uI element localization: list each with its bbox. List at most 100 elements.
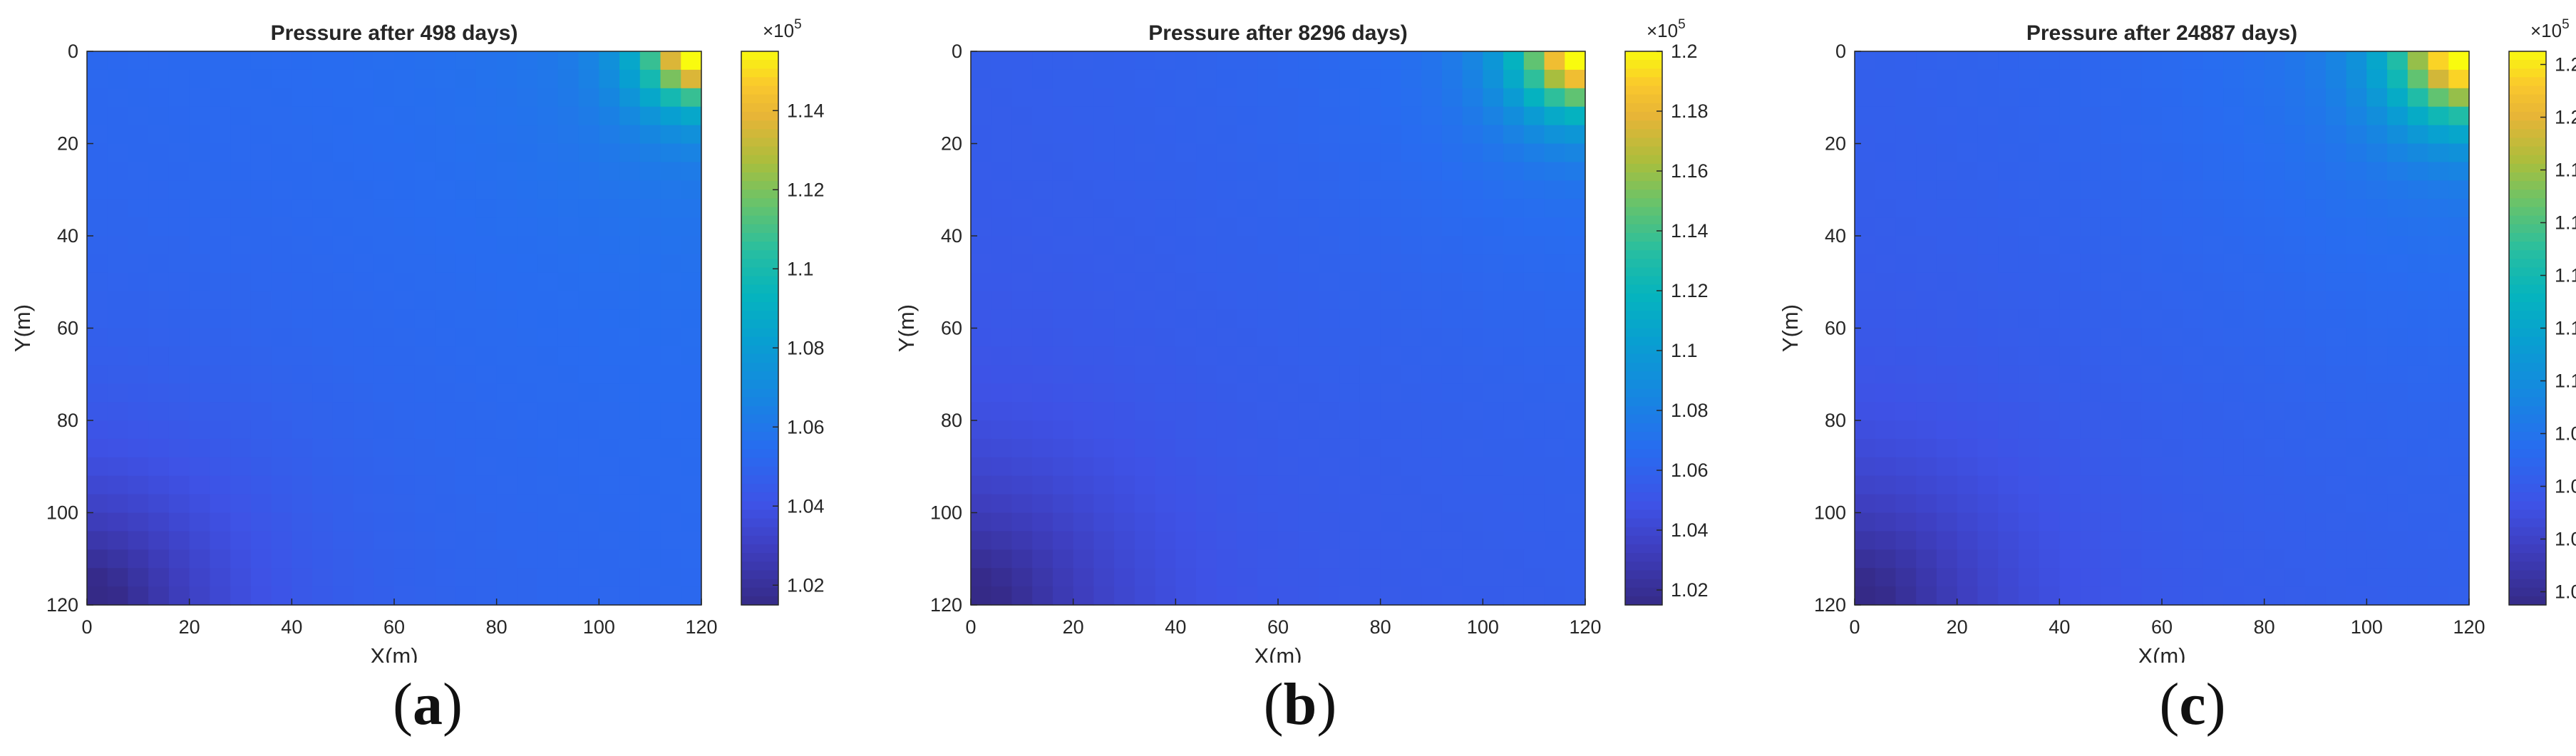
heatmap-cell xyxy=(1895,365,1917,384)
heatmap-cell xyxy=(1052,51,1074,71)
heatmap-cell xyxy=(1134,106,1156,126)
colorbar-step xyxy=(741,86,778,95)
heatmap-cell xyxy=(2182,51,2204,71)
heatmap-cell xyxy=(271,568,292,587)
heatmap-cell xyxy=(1855,125,1876,145)
heatmap-cell xyxy=(2121,143,2142,162)
heatmap-cell xyxy=(681,69,702,89)
heatmap-cell xyxy=(557,328,579,347)
heatmap-cell xyxy=(107,143,129,162)
y-tick-label: 100 xyxy=(1814,502,1846,524)
heatmap-cell xyxy=(1875,106,1897,126)
heatmap-cell xyxy=(1114,217,1135,237)
heatmap-cell xyxy=(2100,346,2122,366)
heatmap-cell xyxy=(2366,494,2388,514)
x-tick-label: 120 xyxy=(1569,616,1601,638)
heatmap-cell xyxy=(1462,217,1483,237)
heatmap-cell xyxy=(1319,199,1340,218)
heatmap-cell xyxy=(230,549,252,569)
heatmap-cell xyxy=(1875,402,1897,421)
heatmap-cell xyxy=(2182,162,2204,181)
panel-caption-b: (b) xyxy=(1263,671,1337,737)
heatmap-cell xyxy=(1298,217,1320,237)
heatmap-cell xyxy=(1998,272,2019,292)
heatmap-cell xyxy=(2448,291,2470,311)
heatmap-cell xyxy=(971,309,992,329)
heatmap-cell xyxy=(2264,365,2285,384)
heatmap-cell xyxy=(1421,549,1443,569)
heatmap-cell xyxy=(373,457,395,477)
heatmap-cell xyxy=(435,365,456,384)
heatmap-cell xyxy=(1237,420,1258,440)
heatmap-cell xyxy=(619,457,641,477)
heatmap-cell xyxy=(1052,475,1074,495)
heatmap-cell xyxy=(1977,383,1999,403)
heatmap-cell xyxy=(414,272,436,292)
heatmap-cell xyxy=(1237,531,1258,550)
heatmap-cell xyxy=(1032,420,1053,440)
heatmap-cell xyxy=(1483,475,1504,495)
heatmap-cell xyxy=(2243,309,2265,329)
heatmap-cell xyxy=(619,180,641,200)
heatmap-cell xyxy=(1052,291,1074,311)
heatmap-cell xyxy=(1175,106,1197,126)
x-tick-label: 40 xyxy=(1165,616,1186,638)
heatmap-cell xyxy=(1134,568,1156,587)
heatmap-cell xyxy=(2428,162,2449,181)
heatmap-cell xyxy=(1916,199,1937,218)
heatmap-cell xyxy=(991,383,1013,403)
heatmap-cell xyxy=(1441,180,1463,200)
heatmap-cell xyxy=(312,328,334,347)
heatmap-cell xyxy=(1998,494,2019,514)
heatmap-cell xyxy=(2284,383,2306,403)
heatmap-cell xyxy=(1032,88,1053,108)
heatmap-cell xyxy=(2203,199,2224,218)
heatmap-cell xyxy=(681,383,702,403)
heatmap-cell xyxy=(578,180,599,200)
heatmap-cell xyxy=(2080,236,2101,255)
heatmap-cell xyxy=(271,162,292,181)
heatmap-cell xyxy=(271,51,292,71)
heatmap-cell xyxy=(991,254,1013,274)
heatmap-cell xyxy=(250,494,272,514)
heatmap-cell xyxy=(292,106,313,126)
heatmap-cell xyxy=(2162,328,2183,347)
heatmap-cell xyxy=(1278,531,1299,550)
heatmap-cell xyxy=(87,586,108,606)
heatmap-cell xyxy=(1011,125,1033,145)
heatmap-cell xyxy=(2264,106,2285,126)
heatmap-cell xyxy=(2121,328,2142,347)
heatmap-cell xyxy=(292,272,313,292)
heatmap-cell xyxy=(189,512,210,532)
heatmap-cell xyxy=(1441,106,1463,126)
heatmap-cell xyxy=(2018,309,2040,329)
heatmap-cell xyxy=(2407,457,2429,477)
colorbar-step xyxy=(741,388,778,398)
heatmap-cell xyxy=(1319,402,1340,421)
heatmap-cell xyxy=(475,494,498,514)
colorbar-frame xyxy=(741,51,779,606)
heatmap-cell xyxy=(1895,586,1917,606)
heatmap-cell xyxy=(1011,69,1033,89)
heatmap-cell xyxy=(271,143,292,162)
heatmap-cell xyxy=(1339,199,1361,218)
heatmap-cell xyxy=(332,402,354,421)
heatmap-cell xyxy=(660,88,681,108)
colorbar-step xyxy=(741,242,778,251)
heatmap-cell xyxy=(639,291,661,311)
heatmap-cell xyxy=(353,254,374,274)
heatmap-cell xyxy=(1339,438,1361,458)
heatmap-cell xyxy=(1011,272,1033,292)
chart-title: Pressure after 498 days) xyxy=(271,21,518,45)
heatmap-cell xyxy=(1216,549,1238,569)
heatmap-cell xyxy=(496,143,517,162)
heatmap-cell xyxy=(1052,549,1074,569)
heatmap-cell xyxy=(1155,51,1176,71)
heatmap-cell xyxy=(971,69,992,89)
heatmap-cell xyxy=(496,365,517,384)
heatmap-cell xyxy=(1544,106,1565,126)
heatmap-cell xyxy=(168,420,190,440)
heatmap-cell xyxy=(1134,457,1156,477)
heatmap-cell xyxy=(1278,143,1299,162)
heatmap-cell xyxy=(189,309,210,329)
